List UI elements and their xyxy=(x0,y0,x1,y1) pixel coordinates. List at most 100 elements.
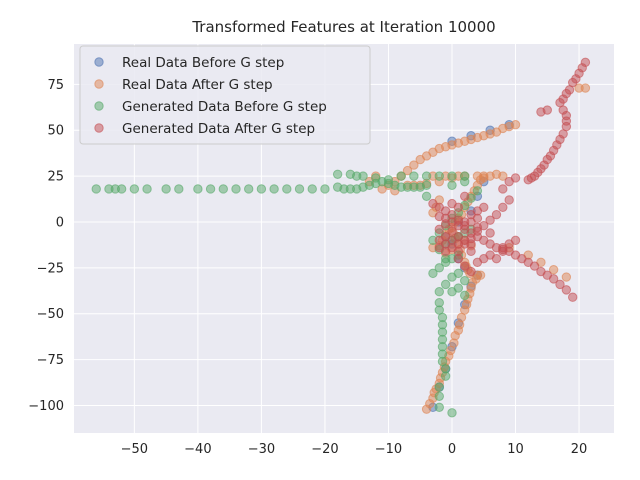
data-point xyxy=(383,175,394,185)
data-point xyxy=(498,246,508,257)
legend-label: Real Data After G step xyxy=(122,77,273,93)
data-point xyxy=(409,160,419,170)
data-point xyxy=(205,184,216,194)
data-point xyxy=(396,171,406,181)
data-point xyxy=(421,180,432,190)
data-point xyxy=(510,235,521,246)
data-point xyxy=(466,217,476,227)
x-tick-label: −30 xyxy=(248,442,275,457)
data-point xyxy=(161,184,171,194)
data-point xyxy=(129,184,140,194)
x-tick-label: −50 xyxy=(121,442,148,457)
data-point xyxy=(510,173,521,183)
data-point xyxy=(332,169,343,179)
data-point xyxy=(510,120,521,130)
data-point xyxy=(453,283,464,293)
data-point xyxy=(453,202,464,213)
data-point xyxy=(256,184,267,194)
y-tick-label: −50 xyxy=(37,307,64,322)
x-tick-label: −10 xyxy=(375,442,402,457)
data-point xyxy=(282,184,292,194)
data-point xyxy=(491,209,502,220)
legend-marker xyxy=(94,57,104,67)
data-point xyxy=(447,180,457,190)
data-points xyxy=(91,57,591,418)
data-point xyxy=(231,184,241,194)
data-point xyxy=(491,253,502,264)
data-point xyxy=(358,171,368,181)
data-point xyxy=(479,202,489,213)
data-point xyxy=(555,279,565,290)
legend-label: Real Data Before G step xyxy=(122,55,284,71)
y-tick-label: −75 xyxy=(37,353,64,368)
legend: Real Data Before G step Real Data After G… xyxy=(79,45,371,145)
data-point xyxy=(504,195,514,205)
legend-label: Generated Data After G step xyxy=(122,121,315,137)
data-point xyxy=(91,184,101,194)
data-point xyxy=(193,184,203,194)
data-point xyxy=(116,184,127,194)
data-point xyxy=(440,279,451,290)
y-tick-label: 0 xyxy=(56,215,64,230)
data-point xyxy=(440,246,451,257)
x-tick-label: 10 xyxy=(507,442,524,457)
data-point xyxy=(447,209,457,220)
data-point xyxy=(142,184,152,194)
data-point xyxy=(307,184,317,194)
data-point xyxy=(460,290,470,301)
data-point xyxy=(561,272,572,282)
data-point xyxy=(460,261,470,271)
data-point xyxy=(453,239,464,249)
data-point xyxy=(472,186,483,196)
legend-box xyxy=(79,45,371,145)
x-tick-label: 0 xyxy=(448,442,456,457)
legend-marker xyxy=(94,123,104,133)
data-point xyxy=(434,171,444,181)
data-point xyxy=(460,191,470,201)
data-point xyxy=(466,246,476,257)
x-tick-label: −20 xyxy=(311,442,338,457)
data-point xyxy=(460,276,470,286)
data-point xyxy=(447,226,457,236)
data-point xyxy=(548,274,559,284)
data-point xyxy=(548,264,559,275)
legend-marker xyxy=(94,79,104,89)
chart-title: Transformed Features at Iteration 10000 xyxy=(191,18,495,36)
data-point xyxy=(447,408,457,418)
data-point xyxy=(491,169,502,179)
y-tick-label: −100 xyxy=(28,399,64,414)
data-point xyxy=(561,285,572,295)
x-tick-label: −40 xyxy=(184,442,211,457)
data-point xyxy=(434,382,444,392)
data-point xyxy=(447,171,457,181)
y-tick-label: −25 xyxy=(37,261,64,276)
series-4 xyxy=(428,57,591,302)
data-point xyxy=(434,211,444,222)
data-point xyxy=(434,402,444,413)
data-point xyxy=(529,261,540,271)
legend-label: Generated Data Before G step xyxy=(122,99,327,115)
data-point xyxy=(434,263,444,273)
data-point xyxy=(453,215,464,225)
data-point xyxy=(568,292,578,302)
data-point xyxy=(475,270,486,280)
data-point xyxy=(218,184,228,194)
data-point xyxy=(460,176,470,187)
data-point xyxy=(434,287,444,297)
data-point xyxy=(371,173,381,183)
data-point xyxy=(485,215,495,225)
y-tick-label: 50 xyxy=(47,124,64,139)
data-point xyxy=(466,266,476,277)
data-point xyxy=(498,202,508,213)
data-point xyxy=(428,268,438,279)
data-point xyxy=(440,371,451,381)
data-point xyxy=(479,173,489,183)
data-point xyxy=(244,184,254,194)
data-point xyxy=(434,224,444,235)
data-point xyxy=(409,171,419,181)
y-tick-label: 75 xyxy=(47,78,64,93)
data-point xyxy=(402,165,413,176)
x-tick-label: 20 xyxy=(571,442,588,457)
